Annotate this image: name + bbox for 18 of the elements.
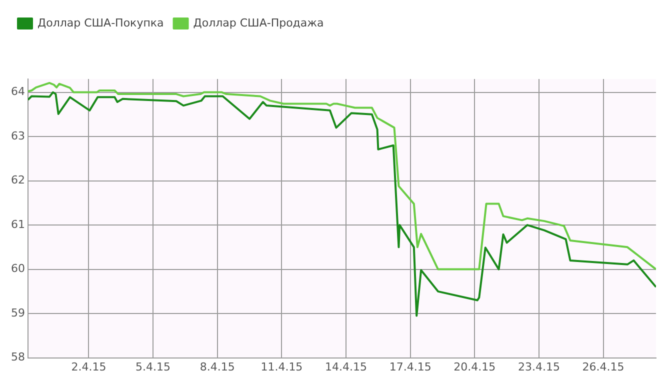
y-tick-label: 60 [10, 262, 25, 276]
y-tick-label: 61 [10, 218, 25, 231]
x-tick-label: 20.4.15 [454, 360, 496, 374]
y-tick-label: 62 [10, 174, 25, 187]
y-tick-label: 58 [10, 350, 25, 364]
y-tick-label: 64 [10, 85, 25, 98]
x-tick-label: 11.4.15 [260, 360, 303, 374]
x-tick-label: 5.4.15 [136, 360, 171, 374]
y-tick-label: 59 [10, 306, 25, 320]
legend-label: Доллар США-Продажа [193, 16, 324, 30]
legend-label: Доллар США-Покупка [38, 16, 164, 30]
x-tick-label: 14.4.15 [325, 360, 368, 374]
y-tick-label: 63 [10, 129, 25, 142]
x-tick-label: 8.4.15 [200, 360, 235, 374]
x-tick-label: 17.4.15 [389, 360, 432, 374]
x-tick-label: 23.4.15 [518, 360, 560, 374]
x-tick-label: 2.4.15 [71, 360, 106, 374]
x-tick-label: 26.4.15 [582, 360, 624, 374]
